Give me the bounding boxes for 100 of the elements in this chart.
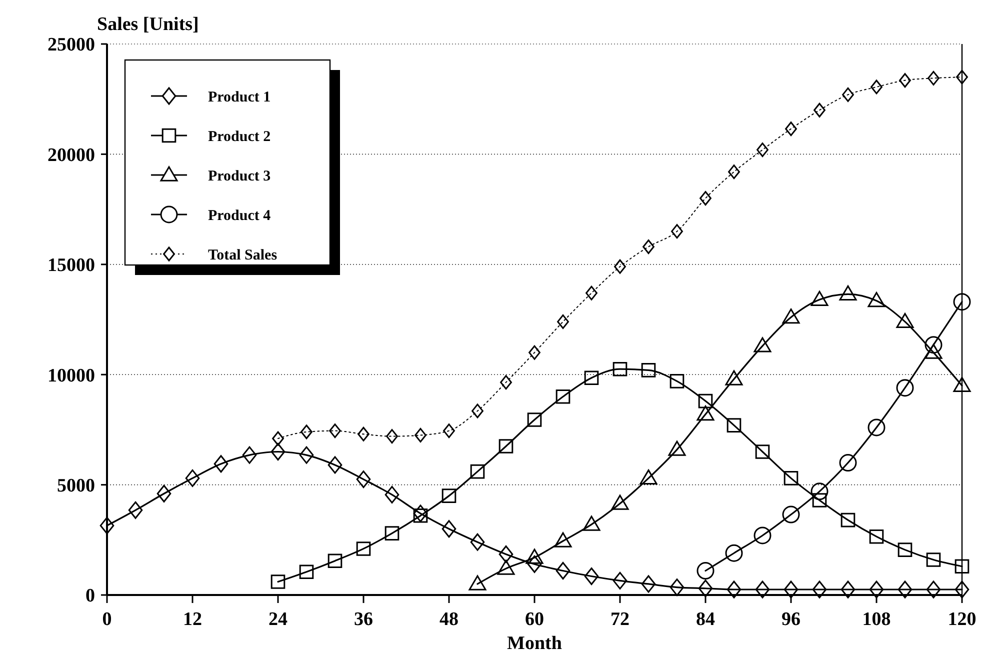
point [868,292,886,308]
point [100,516,114,534]
y-tick-label: 20000 [48,144,95,166]
y-tick-label: 15000 [48,255,95,276]
y-tick-label: 5000 [57,475,95,496]
point [696,406,714,421]
point [728,164,740,180]
point [726,580,742,598]
point [270,442,286,460]
point [754,526,772,544]
point [953,376,971,392]
point [870,80,882,94]
point [896,312,914,328]
point [497,560,515,575]
point [755,444,770,459]
point [840,512,856,528]
point [784,471,798,486]
y-axis-title: Sales [Units] [97,14,199,35]
point [896,379,914,397]
point [670,578,684,596]
point [185,469,200,487]
point [698,580,713,598]
point [386,429,398,444]
legend-label: Product 1 [208,89,271,106]
point [299,446,314,464]
point [328,554,342,568]
point [242,446,257,464]
point [926,552,941,567]
x-axis-title: Month [507,633,562,654]
point [611,494,629,510]
point [671,224,683,239]
point [926,580,941,598]
point [641,363,656,378]
point [500,375,512,390]
legend-label: Product 4 [208,208,272,224]
point [839,454,857,472]
x-tick-label: 12 [183,609,202,630]
point [612,572,628,590]
point [356,542,371,556]
x-tick-label: 48 [440,609,458,630]
point [526,548,544,564]
point [670,374,684,388]
point [700,191,712,206]
point [214,455,228,473]
legend-label: Product 3 [208,168,271,184]
point [725,544,743,562]
point [869,529,884,544]
x-tick-label: 60 [525,609,544,630]
point [696,562,714,580]
point [527,412,542,427]
point [782,308,800,324]
point [384,486,400,504]
y-tick-label: 25000 [48,34,95,56]
point [810,482,828,500]
point [442,520,456,538]
point [840,580,856,598]
point [898,542,912,557]
point [584,568,599,586]
point [498,545,514,563]
point [641,575,656,593]
point [272,431,284,446]
point [384,526,400,540]
point [812,493,827,508]
x-tick-label: 108 [862,609,891,630]
point [898,580,912,598]
point [928,70,940,86]
x-tick-label: 24 [268,609,288,630]
y-tick-label: 10000 [48,365,95,386]
point [527,555,542,573]
x-tick-label: 72 [610,609,630,630]
point [443,424,455,438]
point [413,504,428,522]
point [328,456,342,474]
point [924,336,942,354]
point [754,337,772,352]
point [498,439,514,454]
point [668,440,686,456]
point [528,345,540,360]
point [413,508,428,523]
point [614,259,626,274]
point [586,286,598,300]
point [470,464,485,479]
point [299,564,314,580]
x-tick-label: 96 [782,609,800,630]
point [468,575,486,590]
point [156,484,172,502]
point [953,293,971,311]
x-tick-label: 84 [696,609,716,630]
point [954,580,970,598]
legend-label: Product 2 [208,128,271,145]
point [640,469,658,485]
point [556,562,570,580]
point [557,314,569,329]
point [642,240,654,254]
point [756,142,768,158]
point [270,574,286,589]
point [414,428,426,442]
point [554,532,572,548]
x-tick-label: 0 [102,609,112,630]
point [698,394,713,408]
